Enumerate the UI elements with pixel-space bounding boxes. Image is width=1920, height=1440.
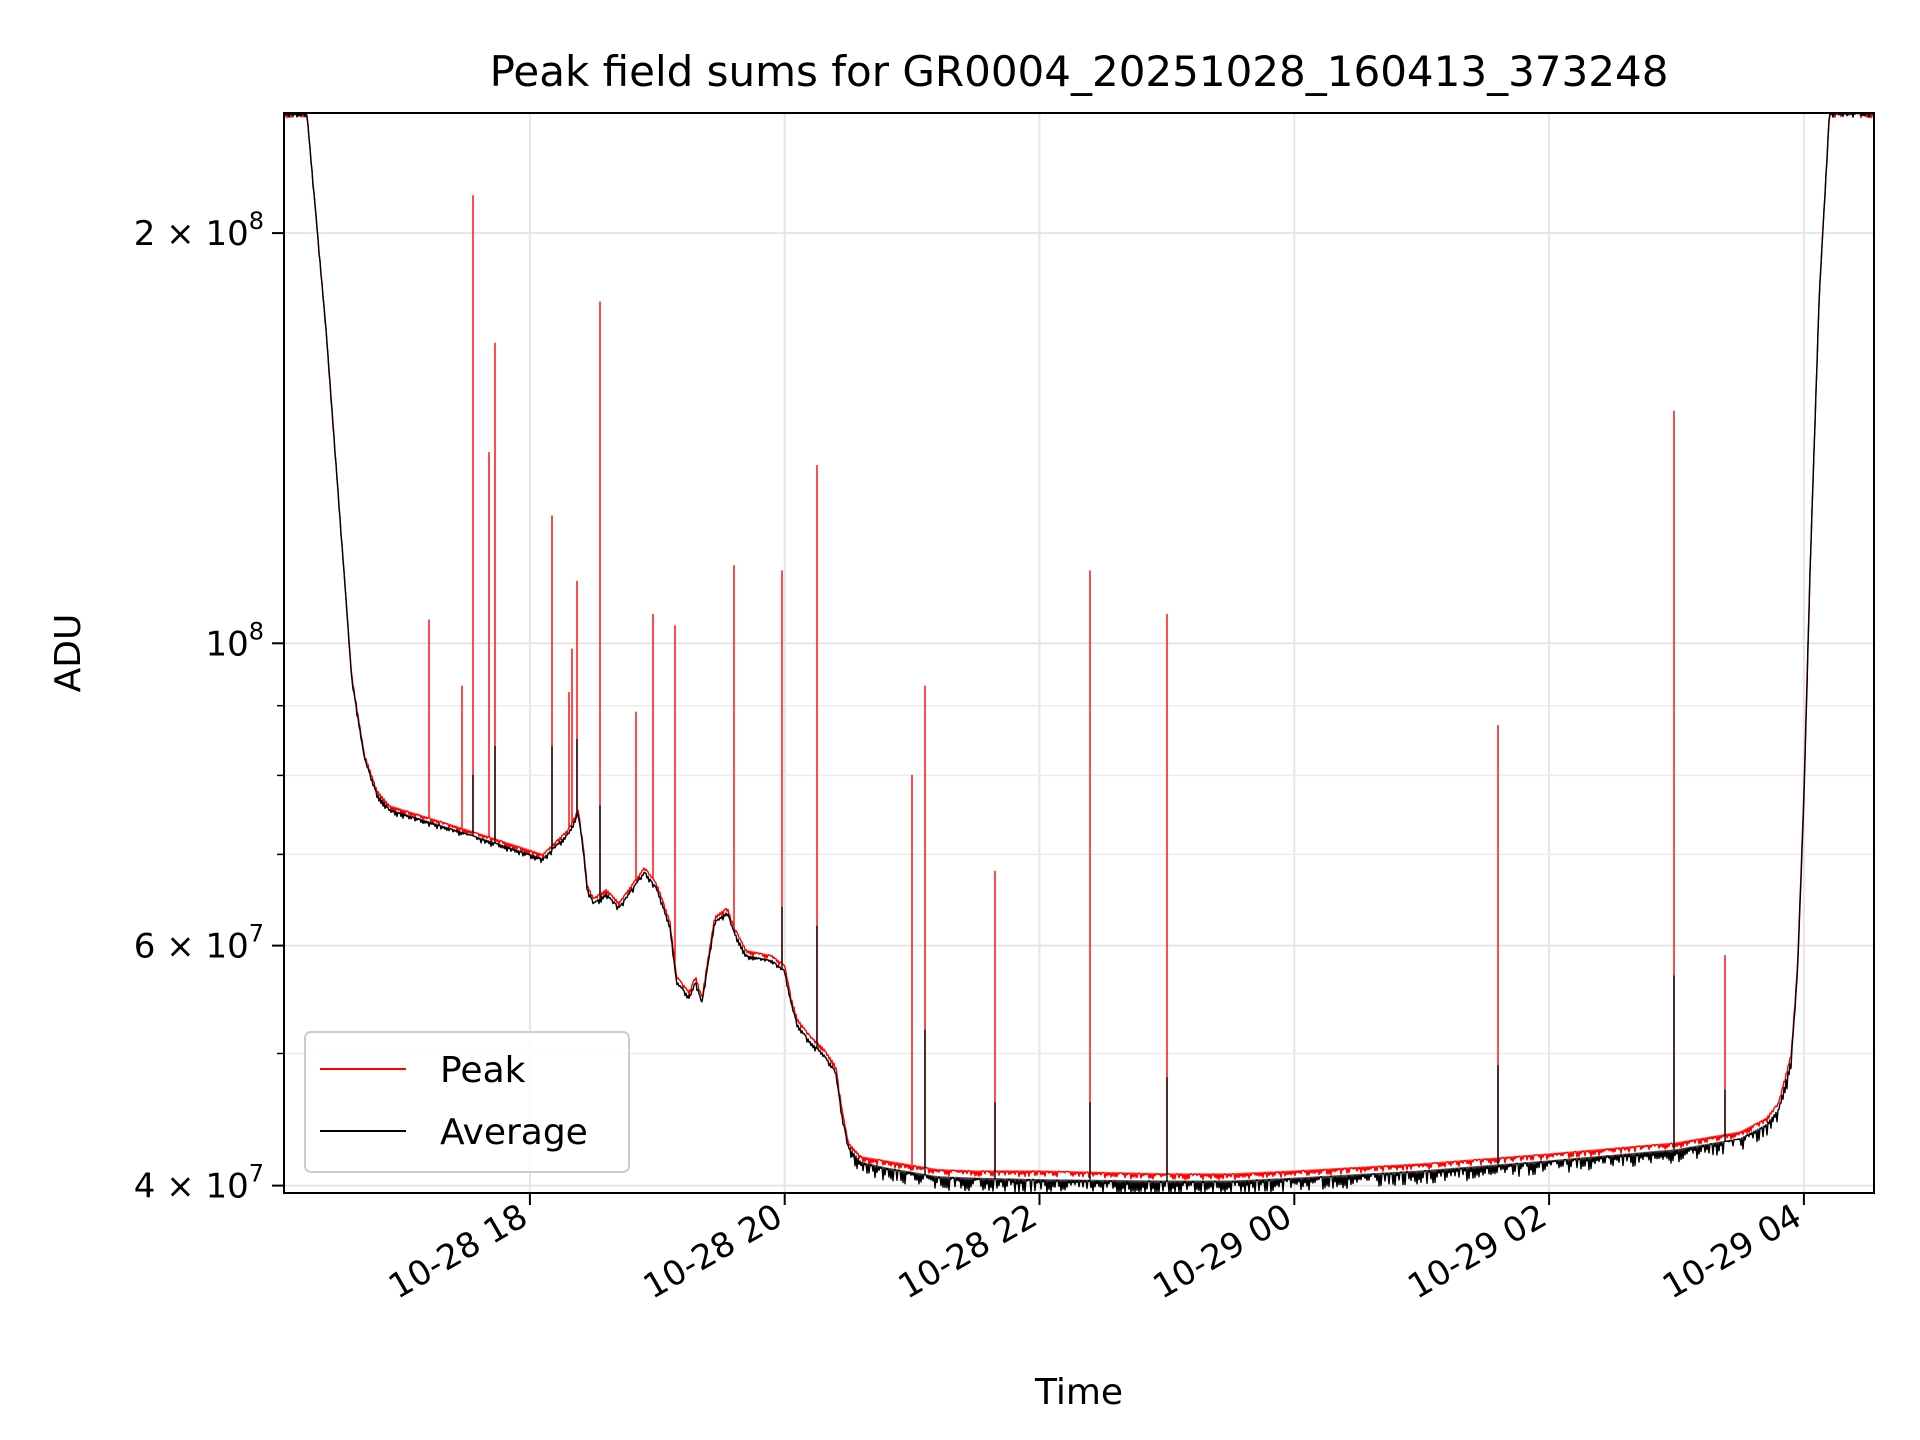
spike-point-peak <box>461 685 463 687</box>
spike-point-peak <box>781 570 783 572</box>
spike-point-average <box>1166 1077 1168 1079</box>
spike-point-average <box>1089 1102 1091 1104</box>
spike-point-average <box>816 925 818 927</box>
spike-point-peak <box>674 625 676 627</box>
y-tick-label: 108 <box>205 617 264 664</box>
spike-point-average <box>1497 1065 1499 1066</box>
spike-point-peak <box>576 581 578 582</box>
spike-point-average <box>599 805 601 807</box>
spike-point-peak <box>551 515 553 517</box>
spike-point-peak <box>568 692 570 694</box>
spike-point-peak <box>488 452 490 454</box>
spike-point-peak <box>494 342 496 344</box>
spike-point-peak <box>994 871 996 872</box>
spike-point-average <box>494 746 496 747</box>
chart-title: Peak field sums for GR0004_20251028_1604… <box>490 47 1669 96</box>
legend-average-label: Average <box>440 1112 588 1153</box>
spike-point-peak <box>571 648 573 650</box>
y-tick-label: 6 × 107 <box>134 920 264 967</box>
x-axis-label: Time <box>1034 1372 1123 1413</box>
spike-point-average <box>1724 1089 1726 1091</box>
spike-point-peak <box>599 301 601 303</box>
spike-point-peak <box>733 565 735 567</box>
spike-point-peak <box>472 195 474 197</box>
spike-point-peak <box>1089 570 1091 572</box>
legend-peak-label: Peak <box>440 1050 526 1091</box>
spike-point-average <box>781 906 783 908</box>
spike-point-average <box>472 774 474 776</box>
y-tick-label: 4 × 107 <box>134 1160 264 1207</box>
series-line-average <box>283 112 1875 1193</box>
y-axis-label: ADU <box>48 614 89 693</box>
y-tick-label: 2 × 108 <box>134 207 264 254</box>
spike-point-peak <box>635 711 637 713</box>
spike-point-peak <box>1497 725 1499 727</box>
spike-point-peak <box>1673 410 1675 412</box>
spike-point-average <box>994 1102 996 1104</box>
plot-series <box>283 112 1875 1193</box>
spike-point-peak <box>816 465 818 467</box>
series-line-peak <box>283 112 1875 1181</box>
spike-point-average <box>551 746 553 747</box>
legend: Peak Average <box>304 1031 630 1173</box>
spike-point-average <box>924 1029 926 1031</box>
spike-point-peak <box>652 613 654 615</box>
spike-point-peak <box>924 685 926 687</box>
spike-point-peak <box>428 619 430 621</box>
spike-point-average <box>1673 975 1675 977</box>
plot-frame <box>283 112 1875 1194</box>
spike-point-peak <box>1166 613 1168 615</box>
legend-frame <box>304 1031 630 1173</box>
spike-point-peak <box>911 774 913 776</box>
spike-point-average <box>576 739 578 740</box>
spike-point-peak <box>1724 955 1726 957</box>
